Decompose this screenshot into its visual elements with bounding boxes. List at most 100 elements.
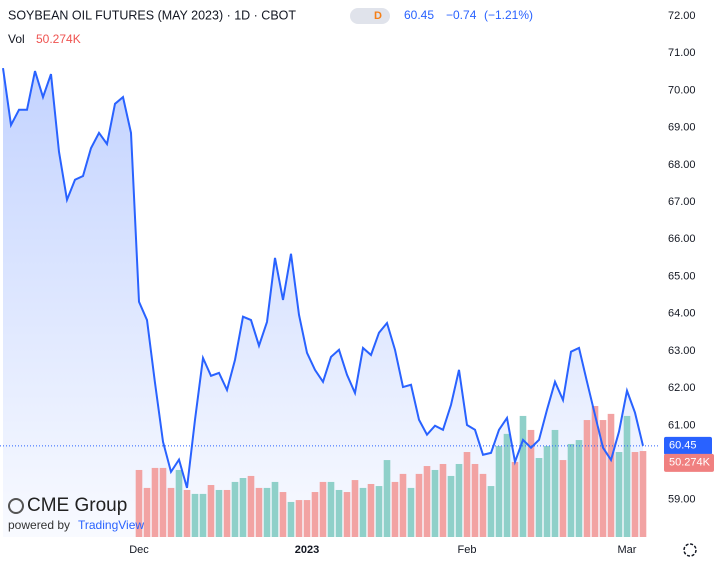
volume-bar — [631, 452, 639, 537]
settings-icon[interactable] — [683, 543, 697, 557]
price-tag-bg — [664, 436, 712, 455]
x-tick-label: Mar — [618, 544, 637, 556]
price-tag: 60.45 — [669, 440, 697, 452]
volume-bar — [471, 463, 479, 537]
volume-bar — [231, 481, 239, 537]
y-tick-label: 59.00 — [668, 494, 696, 506]
interval-badge[interactable]: D — [374, 10, 382, 22]
volume-bar — [639, 451, 647, 537]
badge-bg[interactable] — [350, 8, 390, 24]
volume-bar — [311, 492, 319, 537]
volume-bar — [503, 433, 511, 537]
volume-bar — [607, 413, 615, 537]
volume-bar — [239, 478, 247, 537]
volume-bar — [479, 473, 487, 537]
change-pct: (−1.21%) — [484, 8, 533, 22]
y-tick-label: 72.00 — [668, 10, 696, 22]
volume-bar — [431, 469, 439, 537]
volume-bar — [215, 489, 223, 537]
volume-bar — [535, 457, 543, 537]
volume-bar — [575, 440, 583, 537]
volume-bar — [359, 487, 367, 537]
logo-icon — [8, 498, 24, 514]
volume-bar — [199, 493, 207, 537]
volume-bar — [183, 489, 191, 537]
volume-bar — [375, 486, 383, 537]
y-tick-label: 63.00 — [668, 345, 696, 357]
volume-bar — [343, 492, 351, 537]
volume-bar — [143, 487, 151, 537]
volume-bar — [207, 485, 215, 537]
volume-bar — [255, 487, 263, 537]
y-tick-label: 62.00 — [668, 382, 696, 394]
volume-tag-bg — [664, 453, 714, 472]
volume-bar — [175, 469, 183, 537]
volume-bar — [455, 463, 463, 537]
volume-bar — [583, 420, 591, 537]
y-tick-label: 70.00 — [668, 84, 696, 96]
volume-bar — [279, 492, 287, 537]
volume-bar — [447, 475, 455, 537]
volume-value: 50.274K — [36, 32, 81, 46]
y-tick-label: 71.00 — [668, 47, 696, 59]
y-tick-label: 61.00 — [668, 419, 696, 431]
brand-powered: powered by — [8, 518, 70, 532]
volume-label: Vol — [8, 32, 25, 46]
chart-title: SOYBEAN OIL FUTURES (MAY 2023) · 1D · CB… — [8, 8, 296, 22]
last-price: 60.45 — [404, 8, 434, 22]
volume-bar — [159, 467, 167, 537]
volume-bar — [303, 500, 311, 537]
brand-name: CME Group — [27, 495, 127, 516]
volume-bar — [391, 481, 399, 537]
brand-platform[interactable]: TradingView — [78, 518, 144, 532]
volume-bar — [271, 481, 279, 537]
volume-bar — [263, 487, 271, 537]
volume-bar — [527, 429, 535, 537]
volume-bar — [319, 481, 327, 537]
volume-bar — [287, 501, 295, 537]
volume-bar — [551, 429, 559, 537]
x-tick-label: Dec — [129, 544, 149, 556]
volume-bar — [167, 487, 175, 537]
volume-bar — [599, 420, 607, 537]
volume-tag: 50.274K — [669, 457, 711, 469]
y-tick-label: 69.00 — [668, 122, 696, 134]
change: −0.74 — [446, 8, 477, 22]
volume-bar — [191, 493, 199, 537]
volume-bar — [423, 466, 431, 537]
volume-bar — [135, 469, 143, 537]
volume-bar — [567, 443, 575, 537]
volume-bar — [487, 486, 495, 537]
price-line — [2, 67, 644, 489]
y-tick-label: 65.00 — [668, 270, 696, 282]
x-tick-label: Feb — [458, 544, 477, 556]
volume-bar — [407, 487, 415, 537]
volume-bar — [463, 452, 471, 537]
volume-bar — [543, 446, 551, 537]
volume-bar — [415, 473, 423, 537]
volume-bar — [327, 481, 335, 537]
volume-bar — [615, 452, 623, 537]
y-tick-label: 64.00 — [668, 308, 696, 320]
volume-bar — [559, 460, 567, 537]
volume-bar — [367, 483, 375, 537]
volume-bar — [383, 460, 391, 537]
volume-bar — [519, 415, 527, 537]
y-tick-label: 68.00 — [668, 159, 696, 171]
volume-bar — [439, 463, 447, 537]
volume-bar — [495, 446, 503, 537]
volume-bar — [511, 461, 519, 537]
volume-bar — [295, 500, 303, 537]
volume-bar — [399, 473, 407, 537]
volume-bar — [591, 406, 599, 537]
volume-bar — [351, 480, 359, 537]
y-tick-label: 67.00 — [668, 196, 696, 208]
volume-bar — [335, 489, 343, 537]
volume-bar — [247, 475, 255, 537]
y-tick-label: 66.00 — [668, 233, 696, 245]
volume-bar — [623, 415, 631, 537]
x-tick-label: 2023 — [295, 544, 319, 556]
volume-bar — [223, 489, 231, 537]
volume-bar — [151, 467, 159, 537]
